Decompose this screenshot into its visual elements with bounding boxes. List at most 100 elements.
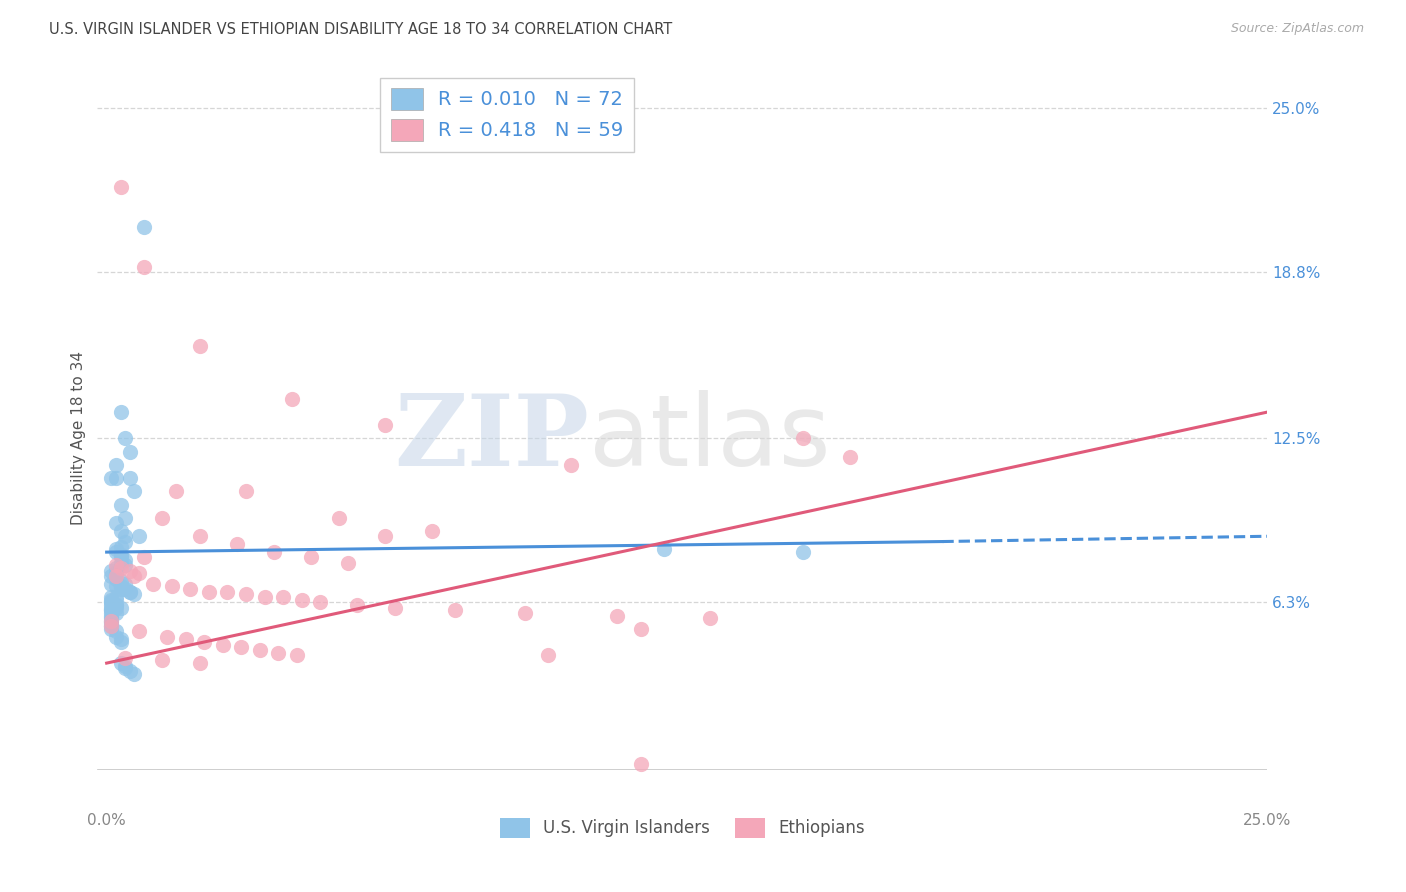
Point bbox=[328, 510, 350, 524]
Point bbox=[104, 600, 127, 615]
Point bbox=[100, 600, 122, 615]
Point bbox=[124, 484, 146, 499]
Point bbox=[838, 450, 860, 464]
Point bbox=[100, 616, 122, 631]
Point bbox=[156, 630, 179, 644]
Point bbox=[346, 598, 368, 612]
Point bbox=[114, 529, 136, 543]
Point bbox=[235, 587, 257, 601]
Point bbox=[249, 643, 271, 657]
Point bbox=[110, 656, 132, 670]
Point bbox=[100, 595, 122, 609]
Point bbox=[104, 561, 127, 575]
Point bbox=[193, 635, 215, 649]
Point bbox=[118, 444, 141, 458]
Point bbox=[630, 622, 652, 636]
Point bbox=[100, 622, 122, 636]
Point bbox=[188, 339, 211, 353]
Point bbox=[132, 260, 155, 274]
Point bbox=[110, 635, 132, 649]
Point bbox=[630, 756, 652, 771]
Point bbox=[118, 564, 141, 578]
Point bbox=[118, 584, 141, 599]
Point bbox=[114, 553, 136, 567]
Point bbox=[110, 550, 132, 565]
Point bbox=[104, 590, 127, 604]
Point bbox=[100, 611, 122, 625]
Point bbox=[118, 584, 141, 599]
Point bbox=[104, 598, 127, 612]
Point bbox=[110, 600, 132, 615]
Point bbox=[100, 614, 122, 628]
Point bbox=[104, 558, 127, 573]
Point bbox=[560, 458, 582, 472]
Point bbox=[100, 606, 122, 620]
Point bbox=[100, 619, 122, 633]
Point bbox=[104, 569, 127, 583]
Point bbox=[110, 582, 132, 596]
Point bbox=[231, 640, 253, 655]
Point bbox=[104, 516, 127, 530]
Point bbox=[374, 529, 396, 543]
Point bbox=[537, 648, 560, 662]
Point bbox=[110, 524, 132, 538]
Point bbox=[114, 661, 136, 675]
Point bbox=[110, 574, 132, 589]
Point bbox=[104, 630, 127, 644]
Point bbox=[100, 619, 122, 633]
Point bbox=[281, 392, 304, 406]
Point bbox=[444, 603, 467, 617]
Point bbox=[124, 587, 146, 601]
Point bbox=[110, 556, 132, 570]
Point bbox=[114, 432, 136, 446]
Point bbox=[100, 603, 122, 617]
Point bbox=[100, 608, 122, 623]
Y-axis label: Disability Age 18 to 34: Disability Age 18 to 34 bbox=[72, 351, 86, 525]
Point bbox=[104, 579, 127, 593]
Point bbox=[124, 666, 146, 681]
Text: U.S. VIRGIN ISLANDER VS ETHIOPIAN DISABILITY AGE 18 TO 34 CORRELATION CHART: U.S. VIRGIN ISLANDER VS ETHIOPIAN DISABI… bbox=[49, 22, 672, 37]
Point bbox=[104, 545, 127, 559]
Point bbox=[114, 577, 136, 591]
Point bbox=[291, 592, 314, 607]
Point bbox=[285, 648, 308, 662]
Point bbox=[165, 484, 187, 499]
Point bbox=[104, 458, 127, 472]
Point bbox=[118, 664, 141, 678]
Point bbox=[150, 510, 173, 524]
Point bbox=[104, 572, 127, 586]
Point bbox=[110, 180, 132, 194]
Point bbox=[110, 548, 132, 562]
Point bbox=[104, 542, 127, 557]
Point bbox=[118, 471, 141, 485]
Point bbox=[792, 432, 814, 446]
Point bbox=[197, 584, 219, 599]
Point bbox=[110, 579, 132, 593]
Text: ZIP: ZIP bbox=[394, 390, 589, 487]
Point bbox=[100, 595, 122, 609]
Point bbox=[110, 540, 132, 554]
Point bbox=[128, 624, 150, 639]
Point bbox=[124, 569, 146, 583]
Point bbox=[114, 650, 136, 665]
Point bbox=[513, 606, 536, 620]
Point bbox=[100, 598, 122, 612]
Point bbox=[132, 550, 155, 565]
Point bbox=[263, 545, 285, 559]
Point bbox=[374, 418, 396, 433]
Point bbox=[271, 590, 294, 604]
Point bbox=[225, 537, 247, 551]
Legend: U.S. Virgin Islanders, Ethiopians: U.S. Virgin Islanders, Ethiopians bbox=[494, 811, 872, 845]
Point bbox=[217, 584, 239, 599]
Point bbox=[142, 577, 165, 591]
Point bbox=[104, 592, 127, 607]
Point bbox=[128, 566, 150, 581]
Point bbox=[174, 632, 197, 647]
Point bbox=[100, 564, 122, 578]
Text: atlas: atlas bbox=[589, 390, 831, 487]
Point bbox=[100, 592, 122, 607]
Point bbox=[100, 577, 122, 591]
Point bbox=[100, 614, 122, 628]
Point bbox=[100, 590, 122, 604]
Point bbox=[188, 529, 211, 543]
